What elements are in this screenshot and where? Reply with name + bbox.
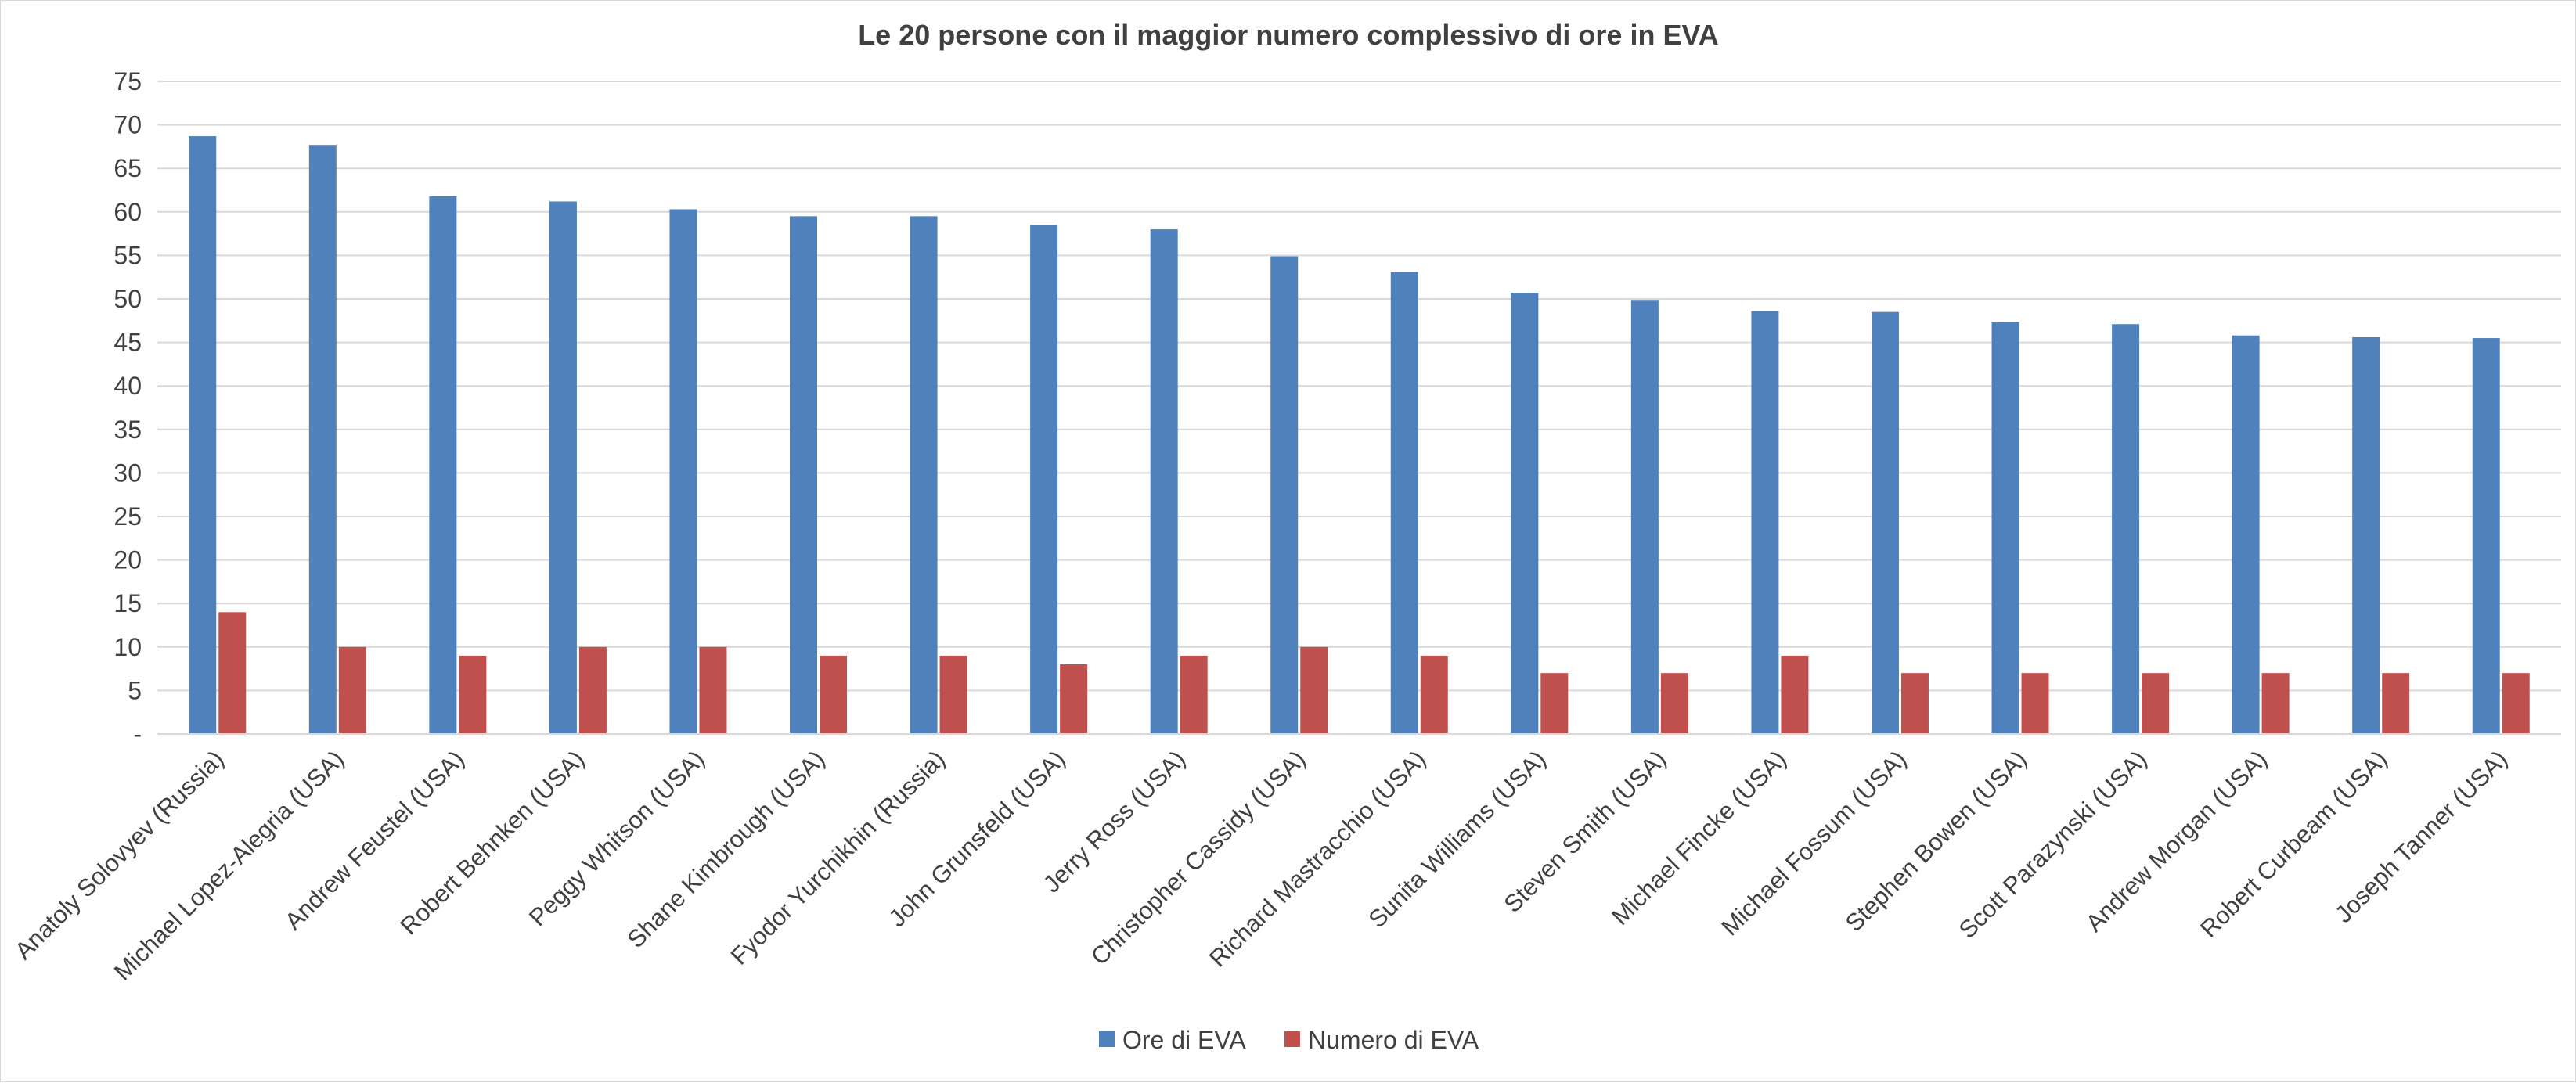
y-tick-label: 20 [113,546,142,574]
bar-numero-di-eva [1660,673,1688,734]
legend-swatch-numero-di-eva [1284,1031,1300,1047]
chart-title: Le 20 persone con il maggior numero comp… [858,19,1719,51]
y-tick-label: 55 [113,241,142,269]
legend: Ore di EVA Numero di EVA [1099,1026,1479,1054]
bars [189,136,2530,735]
bar-ore-di-eva [1511,293,1539,734]
bar-ore-di-eva [790,216,818,734]
bar-numero-di-eva [2261,673,2290,734]
bar-ore-di-eva [1030,225,1058,735]
bar-ore-di-eva [429,196,457,734]
bar-ore-di-eva [1390,272,1418,734]
bar-numero-di-eva [2382,673,2410,734]
bar-ore-di-eva [189,136,217,734]
legend-swatch-ore-di-eva [1099,1031,1115,1047]
bar-numero-di-eva [459,655,487,734]
y-tick-label: 10 [113,633,142,661]
y-tick-label: 40 [113,372,142,400]
bar-ore-di-eva [2232,335,2260,734]
bar-numero-di-eva [578,646,607,734]
x-tick-label: Anatoly Solovyev (Russia) [9,745,229,965]
bar-numero-di-eva [1540,673,1569,734]
bar-numero-di-eva [2021,673,2049,734]
x-tick-label: Christopher Cassidy (USA) [1086,745,1311,970]
x-axis: Anatoly Solovyev (Russia)Michael Lopez-A… [9,733,2561,986]
y-tick-label: 60 [113,198,142,226]
legend-label: Ore di EVA [1122,1026,1246,1054]
bar-numero-di-eva [218,612,247,734]
bar-ore-di-eva [1871,311,1899,734]
bar-ore-di-eva [1270,256,1299,735]
y-axis: - 5 10 15 20 25 30 35 40 45 50 55 60 65 70 75 [113,67,142,748]
x-tick-label: Shane Kimbrough (USA) [621,745,830,953]
bar-numero-di-eva [2142,673,2170,734]
bar-ore-di-eva [2352,336,2380,734]
bar-ore-di-eva [2112,324,2140,734]
y-tick-label: - [133,720,142,748]
y-tick-label: 15 [113,589,142,617]
bar-ore-di-eva [669,209,697,734]
bar-numero-di-eva [1300,646,1328,734]
bar-numero-di-eva [1060,664,1088,734]
bar-numero-di-eva [1781,655,1809,734]
y-tick-label: 50 [113,285,142,313]
bar-ore-di-eva [549,201,577,734]
bar-ore-di-eva [2472,338,2500,734]
bar-ore-di-eva [1751,311,1779,734]
bar-numero-di-eva [1900,673,1929,734]
legend-label: Numero di EVA [1308,1026,1479,1054]
y-tick-label: 75 [113,67,142,95]
bar-numero-di-eva [699,646,727,734]
bar-ore-di-eva [308,145,337,734]
gridlines [157,81,2561,735]
y-tick-label: 70 [113,111,142,139]
bar-ore-di-eva [910,216,938,734]
x-tick-label: Richard Mastracchio (USA) [1204,745,1431,972]
bar-numero-di-eva [2502,673,2530,734]
y-tick-label: 45 [113,329,142,357]
bar-numero-di-eva [939,655,967,734]
bar-numero-di-eva [820,655,848,734]
y-tick-label: 65 [113,154,142,182]
bar-numero-di-eva [1420,655,1448,734]
y-tick-label: 35 [113,416,142,444]
x-tick-label: Michael Lopez-Alegria (USA) [109,745,349,985]
bar-ore-di-eva [1991,322,2019,734]
bar-ore-di-eva [1630,300,1659,734]
y-tick-label: 30 [113,459,142,487]
y-tick-label: 5 [128,676,142,704]
bar-numero-di-eva [338,646,366,734]
x-tick-label: Fyodor Yurchikhin (Russia) [726,745,950,970]
bar-ore-di-eva [1150,229,1178,734]
y-tick-label: 25 [113,502,142,531]
bar-numero-di-eva [1180,655,1208,734]
